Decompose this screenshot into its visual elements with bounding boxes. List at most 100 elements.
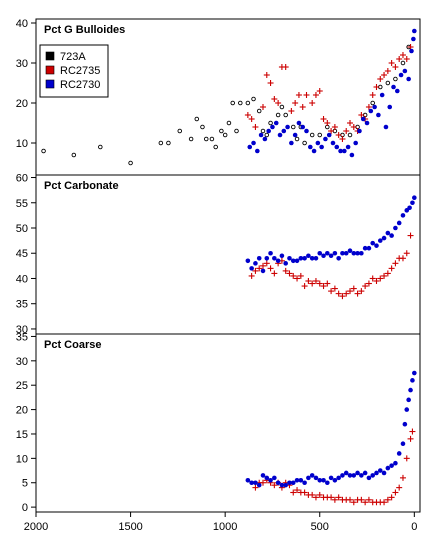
point-rc2735 <box>388 494 395 501</box>
point-rc2735 <box>259 104 266 110</box>
point-rc2735 <box>392 64 399 70</box>
point-rc2735 <box>384 270 391 277</box>
point-rc2735 <box>288 108 295 114</box>
point-rc2730 <box>292 132 298 138</box>
point-rc2730 <box>321 253 326 259</box>
panel-2-y-tick-label: 60 <box>16 173 28 185</box>
point-rc2730 <box>247 144 253 150</box>
point-rc2730 <box>264 255 270 261</box>
point-723a <box>268 120 273 126</box>
point-723a <box>166 140 171 146</box>
point-rc2735 <box>347 120 354 126</box>
point-723a <box>302 140 307 146</box>
point-rc2730 <box>345 144 351 150</box>
point-rc2730 <box>402 68 408 74</box>
panel-3-y-tick-label: 0 <box>22 502 28 514</box>
point-rc2730 <box>304 128 309 134</box>
point-rc2730 <box>260 473 266 478</box>
point-rc2730 <box>400 213 406 218</box>
point-rc2735 <box>324 120 331 126</box>
point-rc2730 <box>407 205 412 211</box>
point-rc2730 <box>311 148 317 154</box>
point-rc2735 <box>335 494 342 501</box>
panel-3-y-tick-label: 35 <box>16 331 28 343</box>
point-rc2735 <box>320 116 327 122</box>
point-rc2735 <box>324 280 331 287</box>
point-rc2735 <box>407 435 414 442</box>
panel-3-title: Pct Coarse <box>44 339 101 351</box>
x-tick-label: 1500 <box>118 521 142 533</box>
point-723a <box>309 132 315 138</box>
point-rc2730 <box>313 255 319 261</box>
point-rc2730 <box>262 136 268 142</box>
point-rc2730 <box>325 480 330 486</box>
point-rc2730 <box>342 148 347 154</box>
point-rc2730 <box>396 220 402 226</box>
point-rc2735 <box>358 288 365 295</box>
point-rc2730 <box>319 144 324 150</box>
point-723a <box>264 132 270 138</box>
point-rc2735 <box>347 288 354 295</box>
point-rc2735 <box>309 100 316 106</box>
point-rc2735 <box>350 499 357 506</box>
point-rc2730 <box>273 120 279 126</box>
point-rc2730 <box>343 470 349 476</box>
x-tick-label: 2000 <box>24 521 48 533</box>
panel-2-y-tick-label: 30 <box>16 324 28 336</box>
point-rc2730 <box>249 266 254 271</box>
point-723a <box>400 60 406 66</box>
point-rc2730 <box>362 470 368 476</box>
point-rc2735 <box>328 128 335 134</box>
point-rc2730 <box>285 124 290 130</box>
point-rc2735 <box>377 76 384 82</box>
point-rc2735 <box>335 132 342 138</box>
point-rc2730 <box>353 140 358 146</box>
point-rc2735 <box>297 272 304 279</box>
point-rc2730 <box>255 148 260 154</box>
point-rc2730 <box>283 261 288 266</box>
point-rc2730 <box>275 258 281 264</box>
point-rc2730 <box>321 478 326 483</box>
x-tick-label: 1000 <box>213 521 237 533</box>
point-rc2730 <box>334 144 340 150</box>
point-723a <box>203 136 209 142</box>
point-rc2735 <box>301 283 308 290</box>
point-rc2735 <box>294 487 301 494</box>
point-rc2730 <box>383 124 389 130</box>
point-rc2735 <box>362 499 369 506</box>
point-rc2735 <box>369 92 376 98</box>
point-rc2730 <box>370 240 376 246</box>
point-rc2730 <box>404 407 410 412</box>
point-rc2730 <box>347 248 353 254</box>
point-723a <box>222 132 228 138</box>
point-rc2730 <box>326 132 332 138</box>
point-723a <box>291 124 296 130</box>
point-rc2730 <box>411 36 416 42</box>
point-rc2730 <box>355 250 360 256</box>
panel-1-y-tick-label: 10 <box>16 138 28 150</box>
point-rc2730 <box>245 478 251 483</box>
point-rc2730 <box>398 72 404 78</box>
point-rc2735 <box>409 428 416 435</box>
point-rc2730 <box>368 108 374 114</box>
point-rc2730 <box>317 250 323 256</box>
point-rc2730 <box>323 136 328 142</box>
point-723a <box>283 112 288 118</box>
legend-swatch-723a <box>45 51 55 61</box>
point-rc2735 <box>275 100 282 106</box>
point-723a <box>393 76 398 82</box>
point-rc2735 <box>248 272 255 279</box>
point-rc2730 <box>385 230 391 236</box>
point-723a <box>209 136 215 142</box>
point-rc2735 <box>331 124 338 130</box>
point-rc2730 <box>402 421 408 427</box>
point-rc2730 <box>258 132 264 138</box>
point-723a <box>194 116 200 122</box>
point-rc2730 <box>359 473 364 478</box>
legend-swatch-rc2735 <box>45 65 55 75</box>
point-rc2730 <box>270 124 275 130</box>
point-rc2730 <box>338 148 343 154</box>
point-rc2735 <box>381 72 388 78</box>
point-rc2730 <box>340 250 345 256</box>
point-723a <box>279 104 285 110</box>
